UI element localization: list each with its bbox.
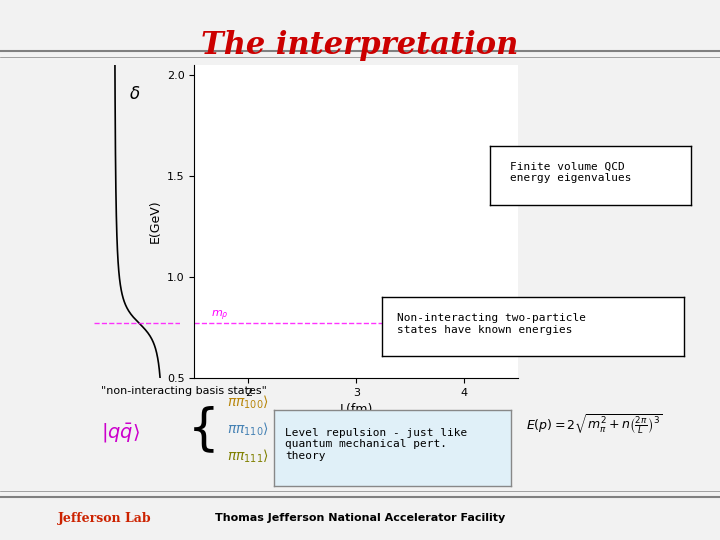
Text: Jefferson Lab: Jefferson Lab [58,512,151,525]
Text: $\pi\pi_{110}\rangle$: $\pi\pi_{110}\rangle$ [227,421,269,438]
Text: $E(p)=2\sqrt{m_\pi^2+n\left(\frac{2\pi}{L}\right)^3}$: $E(p)=2\sqrt{m_\pi^2+n\left(\frac{2\pi}{… [526,412,662,436]
Text: $m_\rho$: $m_\rho$ [210,309,228,323]
Text: $\pi\pi_{100}\rangle$: $\pi\pi_{100}\rangle$ [227,394,269,411]
Text: "non-interacting basis states": "non-interacting basis states" [101,386,266,396]
Y-axis label: E(GeV): E(GeV) [148,200,161,243]
Text: Level repulsion - just like
quantum mechanical pert.
theory: Level repulsion - just like quantum mech… [285,428,468,461]
Text: Non-interacting two-particle
states have known energies: Non-interacting two-particle states have… [397,313,586,334]
Text: $\pi\pi_{111}\rangle$: $\pi\pi_{111}\rangle$ [227,448,269,465]
Text: Thomas Jefferson National Accelerator Facility: Thomas Jefferson National Accelerator Fa… [215,514,505,523]
Text: $|q\bar{q}\rangle$: $|q\bar{q}\rangle$ [101,421,140,443]
Text: $\delta$: $\delta$ [129,85,140,103]
Text: Finite volume QCD
energy eigenvalues: Finite volume QCD energy eigenvalues [510,161,631,183]
Text: The interpretation: The interpretation [202,30,518,60]
X-axis label: L(fm): L(fm) [340,403,373,416]
Text: {: { [188,406,220,453]
